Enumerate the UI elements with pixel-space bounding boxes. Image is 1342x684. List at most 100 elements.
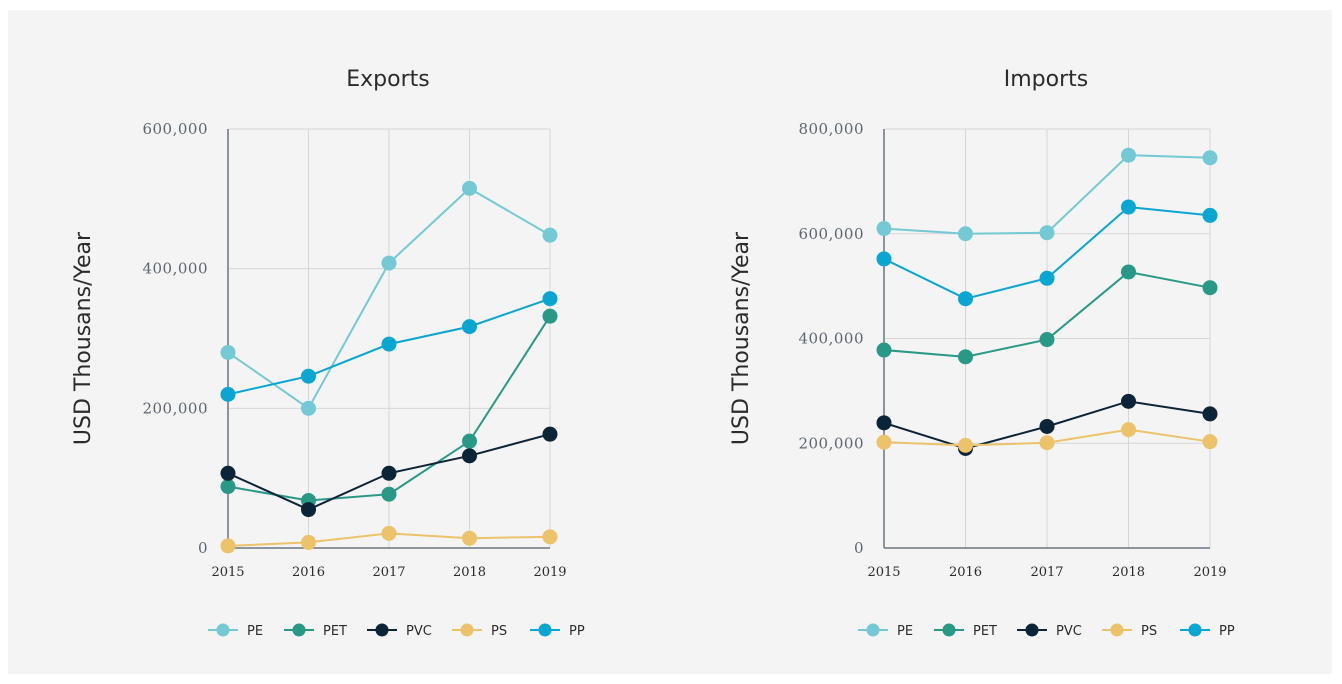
legend-marker [292,623,306,637]
series-pe [876,147,1218,242]
legend-item-ps[interactable]: PS [452,623,507,640]
legend-label: PS [491,624,507,639]
data-point [301,400,316,416]
data-point [220,465,236,481]
legend-item-pe[interactable]: PE [208,623,263,640]
legend-item-pe[interactable]: PE [858,623,913,640]
data-point [1121,422,1136,438]
legend-marker [1025,623,1039,637]
series-pet [220,308,558,509]
legend-label: PS [1141,624,1157,639]
data-point [462,319,477,335]
legend-item-pp[interactable]: PP [1180,623,1235,640]
y-tick-label: 800,000 [798,120,864,138]
x-tick-label: 2018 [1112,565,1145,580]
data-point [301,368,316,384]
legend-item-pet[interactable]: PET [934,623,997,640]
y-tick-label: 600,000 [798,225,864,243]
legend-label: PP [569,624,585,639]
legend-label: PVC [1056,624,1082,639]
x-tick-label: 2017 [372,565,405,580]
legend-marker [216,623,230,637]
data-point [220,344,236,360]
data-point [876,221,892,237]
data-point [542,227,558,243]
y-axis-label: USD Thousans/Year [71,231,96,445]
legend-label: PET [973,624,997,639]
data-point [1121,393,1136,409]
legend-item-ps[interactable]: PS [1102,623,1157,640]
data-point [958,291,973,307]
y-tick-label: 400,000 [798,330,864,348]
y-tick-label: 0 [854,539,864,557]
x-tick-label: 2016 [949,565,982,580]
data-point [876,415,892,431]
data-point [462,530,477,546]
legend-marker [1188,623,1202,637]
data-point [1121,147,1136,163]
data-point [381,336,397,352]
data-point [220,479,236,495]
data-point [1202,406,1218,422]
data-point [381,486,397,502]
legend-item-pp[interactable]: PP [530,623,585,640]
data-point [542,308,558,324]
legend-marker [942,623,956,637]
legend-item-pvc[interactable]: PVC [1017,623,1082,640]
legend-marker [866,623,880,637]
legend-marker [1110,623,1124,637]
data-point [958,226,973,242]
data-point [1202,207,1218,223]
data-point [1039,332,1055,348]
x-tick-label: 2015 [211,565,244,580]
legend-marker [375,623,389,637]
legend-label: PP [1219,624,1235,639]
data-point [1039,418,1055,434]
data-point [542,291,558,307]
data-point [381,465,397,481]
x-tick-label: 2019 [1193,565,1226,580]
legend: PE PET PVC PS PP [858,623,1235,640]
y-tick-label: 200,000 [798,434,864,452]
x-tick-label: 2019 [533,565,566,580]
legend-label: PET [323,624,347,639]
data-point [462,433,477,449]
data-point [1039,435,1055,451]
data-point [876,251,892,267]
y-tick-label: 200,000 [142,399,208,417]
data-point [1039,225,1055,241]
series-pp [220,291,558,402]
data-point [1202,280,1218,296]
data-point [301,534,316,550]
x-tick-label: 2018 [453,565,486,580]
series-pvc [220,426,558,518]
data-point [381,255,397,271]
data-point [1121,199,1136,215]
series-pe [220,180,558,416]
x-tick-label: 2016 [292,565,325,580]
data-point [876,342,892,358]
legend-label: PVC [406,624,432,639]
legend-item-pet[interactable]: PET [284,623,347,640]
data-point [301,502,316,518]
imports-chart: Imports USD Thousans/Year 0 200,000 400,000 6… [729,67,1235,640]
data-point [462,448,477,464]
data-point [462,180,477,196]
y-axis-label: USD Thousans/Year [729,231,754,445]
data-point [381,525,397,541]
x-tick-label: 2017 [1030,565,1063,580]
legend-label: PE [247,624,263,639]
data-point [958,437,973,453]
chart-title: Imports [1004,67,1088,92]
legend-label: PE [897,624,913,639]
y-tick-label: 600,000 [142,120,208,138]
legend: PE PET PVC PS PP [208,623,585,640]
series-pp [876,199,1218,307]
legend-item-pvc[interactable]: PVC [367,623,432,640]
series-pet [876,264,1218,365]
data-point [876,434,892,450]
series-ps [220,525,558,554]
data-point [1202,434,1218,450]
data-point [1039,270,1055,286]
data-point [220,386,236,402]
